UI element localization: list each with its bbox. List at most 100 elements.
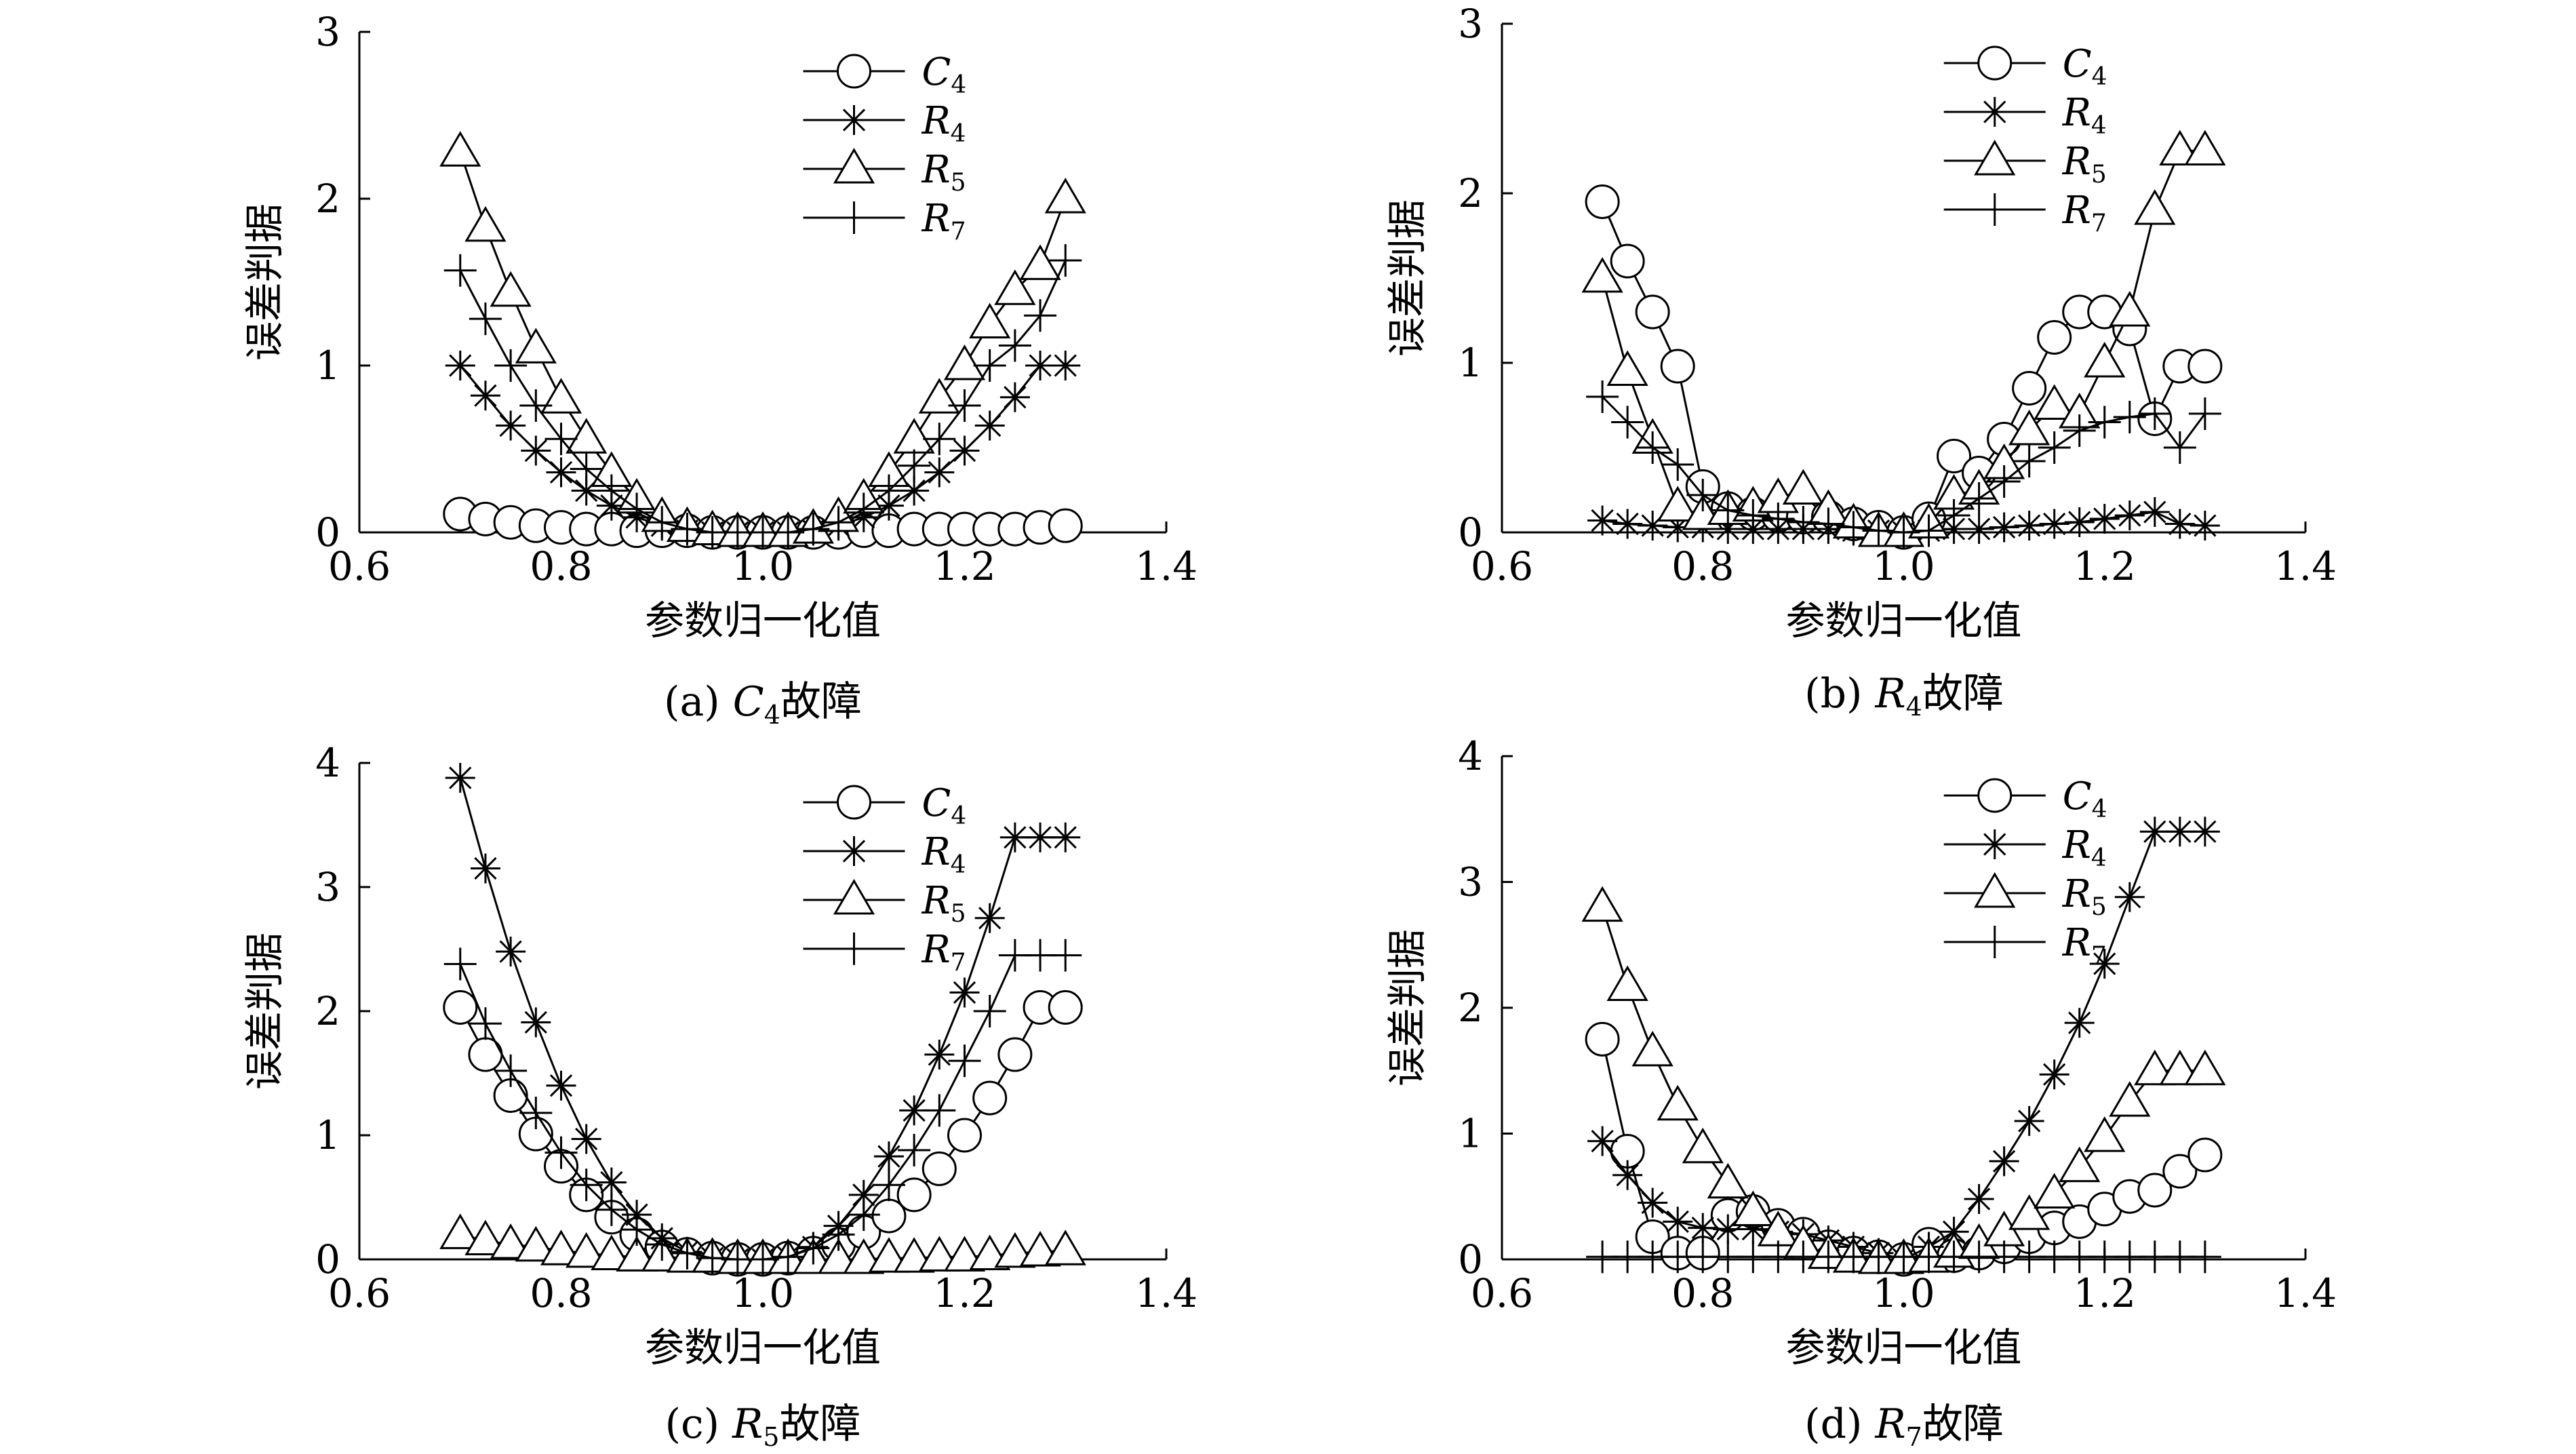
caption-variable: C bbox=[733, 678, 764, 726]
point-R7 bbox=[570, 452, 603, 486]
legend-marker-R4 bbox=[1979, 829, 2010, 859]
legend-label-R4: R4 bbox=[922, 99, 966, 148]
point-R7 bbox=[696, 1242, 729, 1275]
point-R4-arm bbox=[474, 384, 497, 407]
point-R7 bbox=[595, 474, 628, 507]
y-tick-label: 1 bbox=[1458, 1111, 1483, 1157]
legend-label-R4: R4 bbox=[2062, 823, 2107, 872]
legend-label-C4: C4 bbox=[2063, 42, 2107, 91]
legend-label-R4: R4 bbox=[922, 830, 966, 879]
point-R7 bbox=[872, 1168, 905, 1202]
point-R4-arm bbox=[852, 1183, 875, 1206]
point-R7 bbox=[2188, 1240, 2221, 1274]
point-R4-arm bbox=[978, 414, 1002, 437]
point-R7 bbox=[544, 1136, 578, 1169]
point-R4-arm bbox=[928, 1043, 951, 1066]
point-C4 bbox=[1048, 508, 1083, 543]
caption-letter: (a) bbox=[664, 678, 733, 726]
x-tick-label: 1.2 bbox=[933, 1270, 995, 1316]
y-tick-label: 4 bbox=[315, 740, 340, 786]
caption-suffix: 故障 bbox=[780, 678, 862, 726]
point-R5 bbox=[918, 1236, 960, 1272]
point-R4 bbox=[999, 382, 1030, 412]
point-R4 bbox=[596, 1167, 627, 1198]
point-R4 bbox=[949, 977, 980, 1008]
legend-marker-R4 bbox=[839, 105, 869, 135]
point-R4 bbox=[2164, 817, 2195, 847]
point-R4 bbox=[1050, 822, 1081, 852]
point-R7 bbox=[443, 254, 477, 287]
point-R7 bbox=[2163, 431, 2196, 464]
point-R7 bbox=[1862, 514, 1895, 547]
point-R5 bbox=[2034, 1173, 2076, 1209]
legend-subscript: 5 bbox=[951, 169, 966, 197]
point-R5 bbox=[2159, 1049, 2201, 1086]
point-R7 bbox=[772, 516, 805, 549]
point-R7 bbox=[1611, 406, 1644, 439]
point-C4 bbox=[1585, 184, 1620, 219]
point-R7 bbox=[544, 423, 578, 456]
point-R7 bbox=[620, 492, 654, 526]
point-R4 bbox=[924, 457, 955, 488]
point-R5 bbox=[2184, 130, 2226, 165]
legend-subscript: 4 bbox=[2092, 63, 2107, 91]
point-R5 bbox=[490, 271, 532, 307]
point-R4-arm bbox=[1666, 1210, 1689, 1233]
legend-label-R7: R7 bbox=[922, 928, 966, 977]
point-R4-arm bbox=[499, 414, 522, 437]
point-R5 bbox=[1657, 486, 1699, 522]
point-R4-arm bbox=[449, 766, 472, 789]
point-R7 bbox=[872, 474, 905, 507]
legend-marker-R7 bbox=[1978, 193, 2011, 226]
point-R5 bbox=[1782, 469, 1824, 505]
caption-suffix: 故障 bbox=[1922, 670, 2004, 718]
legend-symbol: R bbox=[2062, 91, 2091, 135]
point-R4 bbox=[999, 822, 1030, 852]
legend-symbol: R bbox=[2062, 140, 2091, 184]
legend-marker-C4 bbox=[837, 54, 871, 89]
point-R4 bbox=[1964, 1183, 1994, 1214]
series-R7 bbox=[1586, 1240, 2221, 1274]
point-R4 bbox=[1025, 351, 1056, 380]
legend-subscript: 4 bbox=[2091, 112, 2107, 140]
point-R4-arm bbox=[1029, 826, 1052, 849]
point-R4 bbox=[571, 1124, 601, 1154]
legend-marker-R5 bbox=[833, 148, 875, 184]
legend-subscript: 4 bbox=[951, 802, 966, 830]
legend-symbol: R bbox=[922, 879, 951, 923]
legend-subscript: 4 bbox=[951, 120, 966, 148]
point-R4-arm bbox=[2018, 514, 2041, 537]
point-R5 bbox=[918, 378, 960, 414]
point-R4-arm bbox=[1004, 386, 1027, 409]
y-axis-label: 误差判据 bbox=[241, 932, 288, 1090]
x-tick-label: 1.0 bbox=[1872, 543, 1935, 589]
caption-suffix: 故障 bbox=[1922, 1400, 2004, 1448]
point-R4-arm bbox=[2068, 511, 2091, 534]
point-R4 bbox=[2164, 509, 2195, 539]
point-R5 bbox=[566, 418, 608, 454]
point-R5 bbox=[2184, 1049, 2226, 1086]
legend-marker-R5 bbox=[1974, 872, 2016, 908]
point-R5 bbox=[2134, 189, 2176, 225]
point-R7 bbox=[1812, 507, 1845, 541]
legend-subscript: 7 bbox=[951, 218, 966, 245]
legend-label-R5: R5 bbox=[922, 148, 966, 197]
point-R4 bbox=[2139, 817, 2170, 847]
series-R7 bbox=[443, 244, 1082, 549]
caption-subscript: 7 bbox=[1906, 1422, 1922, 1451]
point-R4 bbox=[470, 853, 500, 884]
point-R4-arm bbox=[953, 439, 976, 463]
series-R7 bbox=[1586, 380, 2221, 549]
legend-label-R5: R5 bbox=[2062, 872, 2107, 921]
panel-caption: (d) R7故障 bbox=[1804, 1400, 2004, 1451]
point-R5 bbox=[1019, 244, 1061, 280]
point-R4 bbox=[2089, 504, 2120, 534]
point-R7 bbox=[797, 513, 830, 546]
point-R4-arm bbox=[1029, 354, 1052, 377]
point-R7 bbox=[2138, 397, 2171, 430]
x-tick-label: 1.2 bbox=[933, 543, 995, 589]
legend-symbol: R bbox=[2062, 823, 2091, 867]
series-R5 bbox=[439, 131, 1086, 547]
caption-letter: (d) bbox=[1804, 1400, 1875, 1448]
